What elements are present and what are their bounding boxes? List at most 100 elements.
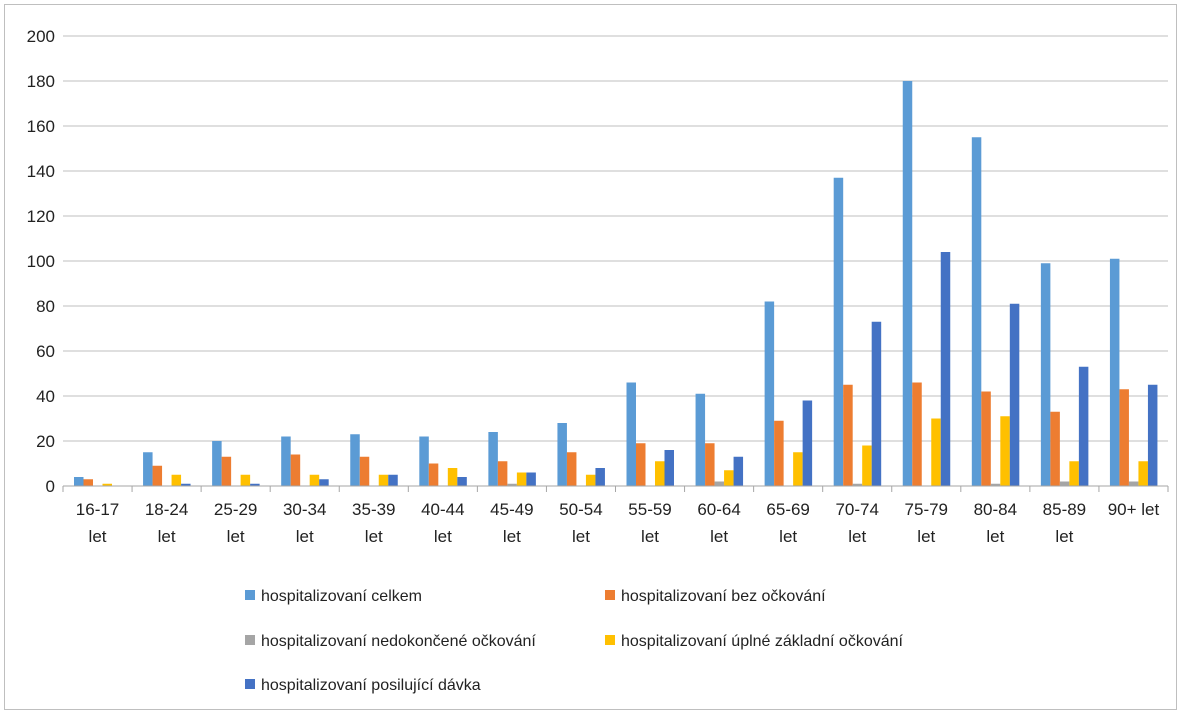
bar-hospitalizovaní-bez-očkování [566, 452, 577, 486]
bar-hospitalizovaní-bez-očkování [152, 465, 163, 486]
bar-hospitalizovaní-posilující-dávka [733, 456, 744, 486]
legend-swatch [245, 635, 255, 645]
y-tick-label: 80 [36, 297, 55, 316]
legend-swatch [245, 679, 255, 689]
bar-hospitalizovaní-celkem [902, 81, 913, 486]
bar-hospitalizovaní-celkem [764, 301, 775, 486]
bar-hospitalizovaní-celkem [557, 423, 567, 486]
x-tick-label: 25-29 [214, 500, 257, 519]
bar-hospitalizovaní-úplné-základní-očkování [1000, 416, 1010, 486]
bar-hospitalizovaní-úplné-základní-očkování [102, 483, 112, 486]
bar-hospitalizovaní-celkem [419, 436, 429, 486]
x-tick-label: 16-17 [76, 500, 119, 519]
x-tick-label: let [641, 527, 659, 546]
y-tick-label: 60 [36, 342, 55, 361]
bar-hospitalizovaní-úplné-základní-očkování [1069, 461, 1079, 486]
x-tick-label: 45-49 [490, 500, 533, 519]
bar-hospitalizovaní-nedokončené-očkování [852, 483, 863, 486]
x-tick-label: let [158, 527, 176, 546]
bar-hospitalizovaní-posilující-dávka [526, 472, 536, 486]
x-tick-label: 50-54 [559, 500, 602, 519]
x-tick-label: let [503, 527, 521, 546]
y-tick-label: 0 [46, 477, 55, 496]
bar-hospitalizovaní-bez-očkování [774, 420, 784, 486]
bar-hospitalizovaní-bez-očkování [1050, 411, 1060, 486]
y-tick-label: 200 [27, 27, 55, 46]
bar-hospitalizovaní-celkem [143, 452, 153, 486]
bar-hospitalizovaní-celkem [488, 432, 498, 486]
bar-hospitalizovaní-posilující-dávka [1078, 366, 1089, 486]
legend: hospitalizovaní celkem hospitalizovaní be… [245, 588, 904, 694]
bar-hospitalizovaní-úplné-základní-očkování [378, 474, 389, 486]
x-tick-label: 35-39 [352, 500, 395, 519]
bar-hospitalizovaní-úplné-základní-očkování [931, 418, 941, 486]
x-tick-label: let [986, 527, 1004, 546]
bar-hospitalizovaní-celkem [1109, 258, 1120, 486]
bar-hospitalizovaní-celkem [695, 393, 706, 486]
x-tick-label: let [1055, 527, 1073, 546]
bar-hospitalizovaní-úplné-základní-očkování [793, 452, 803, 486]
bar-hospitalizovaní-celkem [1040, 263, 1051, 486]
bar-hospitalizovaní-bez-očkování [359, 456, 370, 486]
bar-hospitalizovaní-celkem [971, 137, 982, 486]
bar-hospitalizovaní-nedokončené-očkování [990, 483, 1001, 486]
y-tick-label: 40 [36, 387, 55, 406]
x-tick-label: let [296, 527, 314, 546]
bar-hospitalizovaní-posilující-dávka [664, 450, 674, 486]
chart-frame: 0 20 40 60 80 100 120 140 160 180 200 16-17 let 18-24… [4, 4, 1177, 710]
bar-hospitalizovaní-posilující-dávka [250, 483, 260, 486]
y-tick-label: 100 [27, 252, 55, 271]
bar-hospitalizovaní-bez-očkování [497, 461, 508, 486]
bar-hospitalizovaní-úplné-základní-očkování [447, 468, 458, 486]
bar-hospitalizovaní-úplné-základní-očkování [309, 474, 320, 486]
x-tick-label: let [434, 527, 452, 546]
bar-hospitalizovaní-nedokončené-očkování [507, 483, 517, 486]
bar-hospitalizovaní-úplné-základní-očkování [171, 474, 182, 486]
bar-hospitalizovaní-posilující-dávka [319, 479, 329, 486]
bar-hospitalizovaní-celkem [626, 382, 636, 486]
x-tick-label: 60-64 [697, 500, 740, 519]
bar-hospitalizovaní-posilující-dávka [871, 321, 882, 486]
bar-hospitalizovaní-úplné-základní-očkování [1138, 461, 1148, 486]
x-tick-label: let [848, 527, 866, 546]
bar-hospitalizovaní-bez-očkování [705, 443, 715, 486]
x-tick-label: let [779, 527, 797, 546]
x-tick-label: let [572, 527, 590, 546]
bar-hospitalizovaní-bez-očkování [981, 391, 991, 486]
bar-hospitalizovaní-bez-očkování [636, 443, 646, 486]
bar-hospitalizovaní-úplné-základní-očkování [724, 470, 734, 486]
x-tick-label: let [227, 527, 245, 546]
bar-hospitalizovaní-posilující-dávka [940, 252, 951, 486]
x-tick-label: let [710, 527, 728, 546]
bar-hospitalizovaní-celkem [212, 441, 222, 486]
bars [74, 81, 1158, 486]
y-tick-label: 180 [27, 72, 55, 91]
x-tick-label: 40-44 [421, 500, 464, 519]
legend-label: hospitalizovaní nedokončené očkování [261, 633, 536, 650]
legend-label: hospitalizovaní úplné základní očkování [621, 633, 904, 650]
x-tick-label: 90+ let [1108, 500, 1160, 519]
bar-hospitalizovaní-úplné-základní-očkování [240, 474, 251, 486]
axes: 0 20 40 60 80 100 120 140 160 180 200 16-17 let 18-24… [27, 27, 1169, 546]
bar-hospitalizovaní-celkem [74, 477, 84, 486]
bar-hospitalizovaní-celkem [833, 177, 844, 486]
bar-hospitalizovaní-posilující-dávka [388, 474, 398, 486]
y-tick-label: 120 [27, 207, 55, 226]
bar-hospitalizovaní-bez-očkování [290, 454, 301, 486]
x-tick-label: 55-59 [628, 500, 671, 519]
x-tick-label: 65-69 [766, 500, 809, 519]
bar-hospitalizovaní-celkem [350, 434, 360, 486]
bar-hospitalizovaní-bez-očkování [221, 456, 232, 486]
bar-hospitalizovaní-nedokončené-očkování [1059, 481, 1070, 486]
legend-label: hospitalizovaní bez očkování [621, 588, 826, 605]
y-tick-label: 160 [27, 117, 55, 136]
bar-hospitalizovaní-bez-očkování [912, 382, 922, 486]
bar-hospitalizovaní-úplné-základní-očkování [516, 472, 527, 486]
bar-hospitalizovaní-celkem [281, 436, 291, 486]
x-tick-label: let [917, 527, 935, 546]
x-tick-label: 80-84 [974, 500, 1017, 519]
bar-hospitalizovaní-bez-očkování [1119, 389, 1129, 486]
legend-swatch [245, 590, 255, 600]
x-tick-label: 75-79 [905, 500, 948, 519]
bar-chart: 0 20 40 60 80 100 120 140 160 180 200 16-17 let 18-24… [27, 27, 1169, 694]
